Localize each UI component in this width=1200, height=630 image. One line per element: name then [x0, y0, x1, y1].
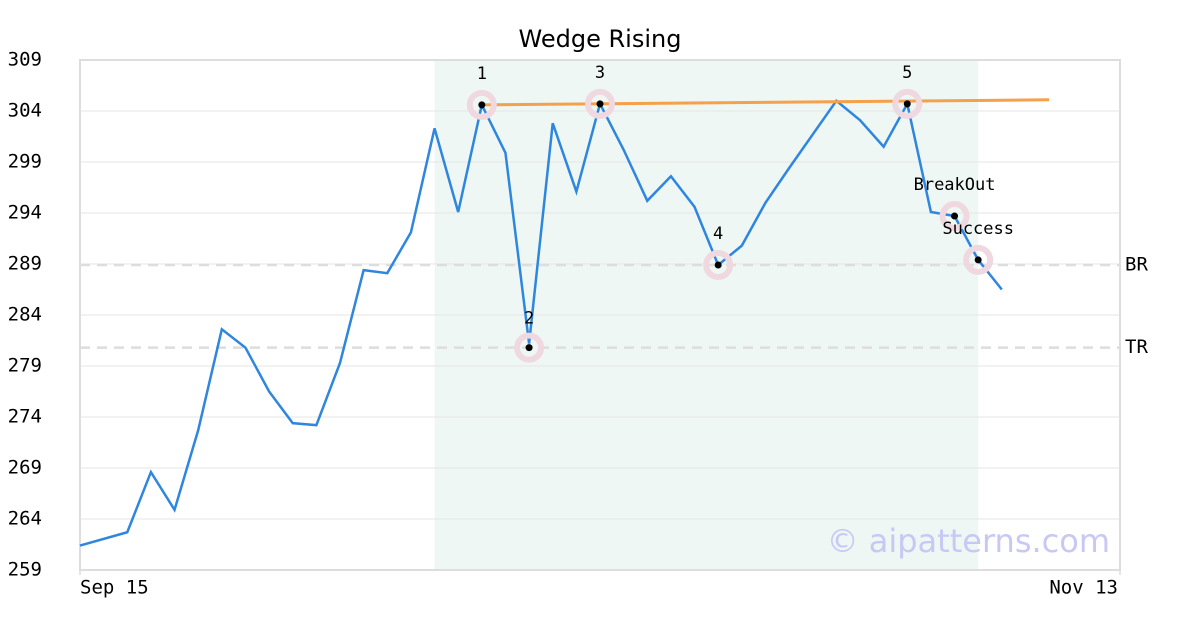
- x-tick-label: Sep 15: [80, 577, 149, 599]
- pivot-halo: [703, 250, 734, 281]
- pivot-halo: [963, 244, 994, 275]
- chart-title: Wedge Rising: [519, 25, 682, 53]
- pivot-halo: [939, 201, 970, 232]
- y-tick-label: 279: [8, 355, 42, 377]
- pivot-point: [974, 256, 982, 264]
- y-tick-label: 309: [8, 49, 42, 71]
- pivot-label: 4: [713, 224, 723, 244]
- price-line: [79, 98, 1003, 547]
- y-tick-label: 274: [8, 406, 42, 428]
- level-label: BR: [1125, 254, 1148, 276]
- pivot-halo: [514, 332, 545, 363]
- pivot-point: [478, 101, 486, 109]
- pivot-halo: [585, 88, 615, 119]
- y-tick-label: 264: [8, 508, 42, 530]
- y-tick-label: 269: [8, 457, 42, 479]
- trend-line: [481, 98, 1050, 107]
- y-tick-label: 289: [8, 253, 42, 275]
- y-tick-label: 284: [8, 304, 42, 326]
- pivot-label: BreakOut: [914, 175, 996, 195]
- pivot-point: [951, 212, 959, 220]
- pivot-point: [596, 100, 604, 108]
- pivot-label: 3: [595, 63, 605, 83]
- pivot-label: 5: [902, 63, 912, 83]
- y-tick-label: 304: [8, 100, 42, 122]
- pivot-point: [525, 344, 533, 352]
- x-tick-label: Nov 13: [1049, 577, 1118, 599]
- pivot-label: Success: [942, 219, 1014, 239]
- pivot-halo: [466, 89, 497, 120]
- plot-frame: [79, 59, 1121, 571]
- y-tick-label: 259: [8, 559, 42, 581]
- watermark: © aipatterns.com: [827, 522, 1110, 560]
- pivot-point: [903, 100, 911, 108]
- level-label: TR: [1125, 336, 1148, 358]
- y-tick-label: 294: [8, 202, 42, 224]
- pivot-label: 2: [524, 309, 534, 329]
- pivot-halo: [892, 88, 923, 119]
- pivot-point: [714, 261, 722, 269]
- pivot-label: 1: [477, 64, 487, 84]
- y-tick-label: 299: [8, 151, 42, 173]
